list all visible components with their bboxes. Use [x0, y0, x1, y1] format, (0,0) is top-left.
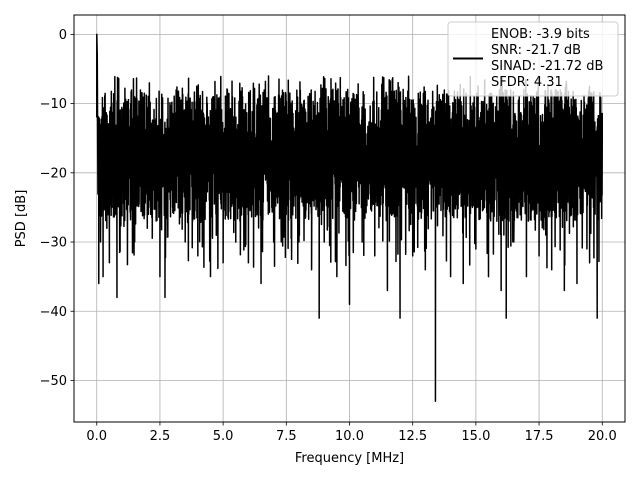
legend-line-sinad: SINAD: -21.72 dB	[491, 59, 603, 74]
psd-line	[96, 33, 603, 402]
x-tick-label: 10.0	[335, 429, 364, 444]
x-tick-label: 0.0	[86, 429, 107, 444]
x-tick-label: 20.0	[588, 429, 617, 444]
legend-line-enob: ENOB: -3.9 bits	[491, 27, 590, 42]
x-tick-label: 7.5	[276, 429, 297, 444]
x-tick-label: 5.0	[213, 429, 234, 444]
y-tick-label: −50	[40, 374, 67, 389]
y-axis-ticks: 0 −10 −20 −30 −40 −50	[40, 28, 74, 389]
x-axis-label: Frequency [MHz]	[295, 451, 404, 466]
y-tick-label: −40	[40, 305, 67, 320]
x-axis-ticks: 0.0 2.5 5.0 7.5 10.0 12.5 15.0 17.5 20.0	[86, 422, 617, 444]
legend-line-snr: SNR: -21.7 dB	[491, 43, 581, 58]
legend-box	[447, 21, 619, 97]
psd-series	[96, 33, 603, 402]
x-tick-label: 17.5	[525, 429, 554, 444]
y-tick-label: −20	[40, 166, 67, 181]
x-tick-label: 2.5	[150, 429, 171, 444]
y-axis-label: PSD [dB]	[14, 190, 29, 248]
x-tick-label: 15.0	[461, 429, 490, 444]
y-tick-label: 0	[59, 28, 67, 43]
y-tick-label: −10	[40, 97, 67, 112]
legend-line-sfdr: SFDR: 4.31	[491, 75, 563, 90]
y-tick-label: −30	[40, 236, 67, 251]
x-tick-label: 12.5	[398, 429, 427, 444]
legend: ENOB: -3.9 bits SNR: -21.7 dB SINAD: -21…	[447, 21, 619, 97]
